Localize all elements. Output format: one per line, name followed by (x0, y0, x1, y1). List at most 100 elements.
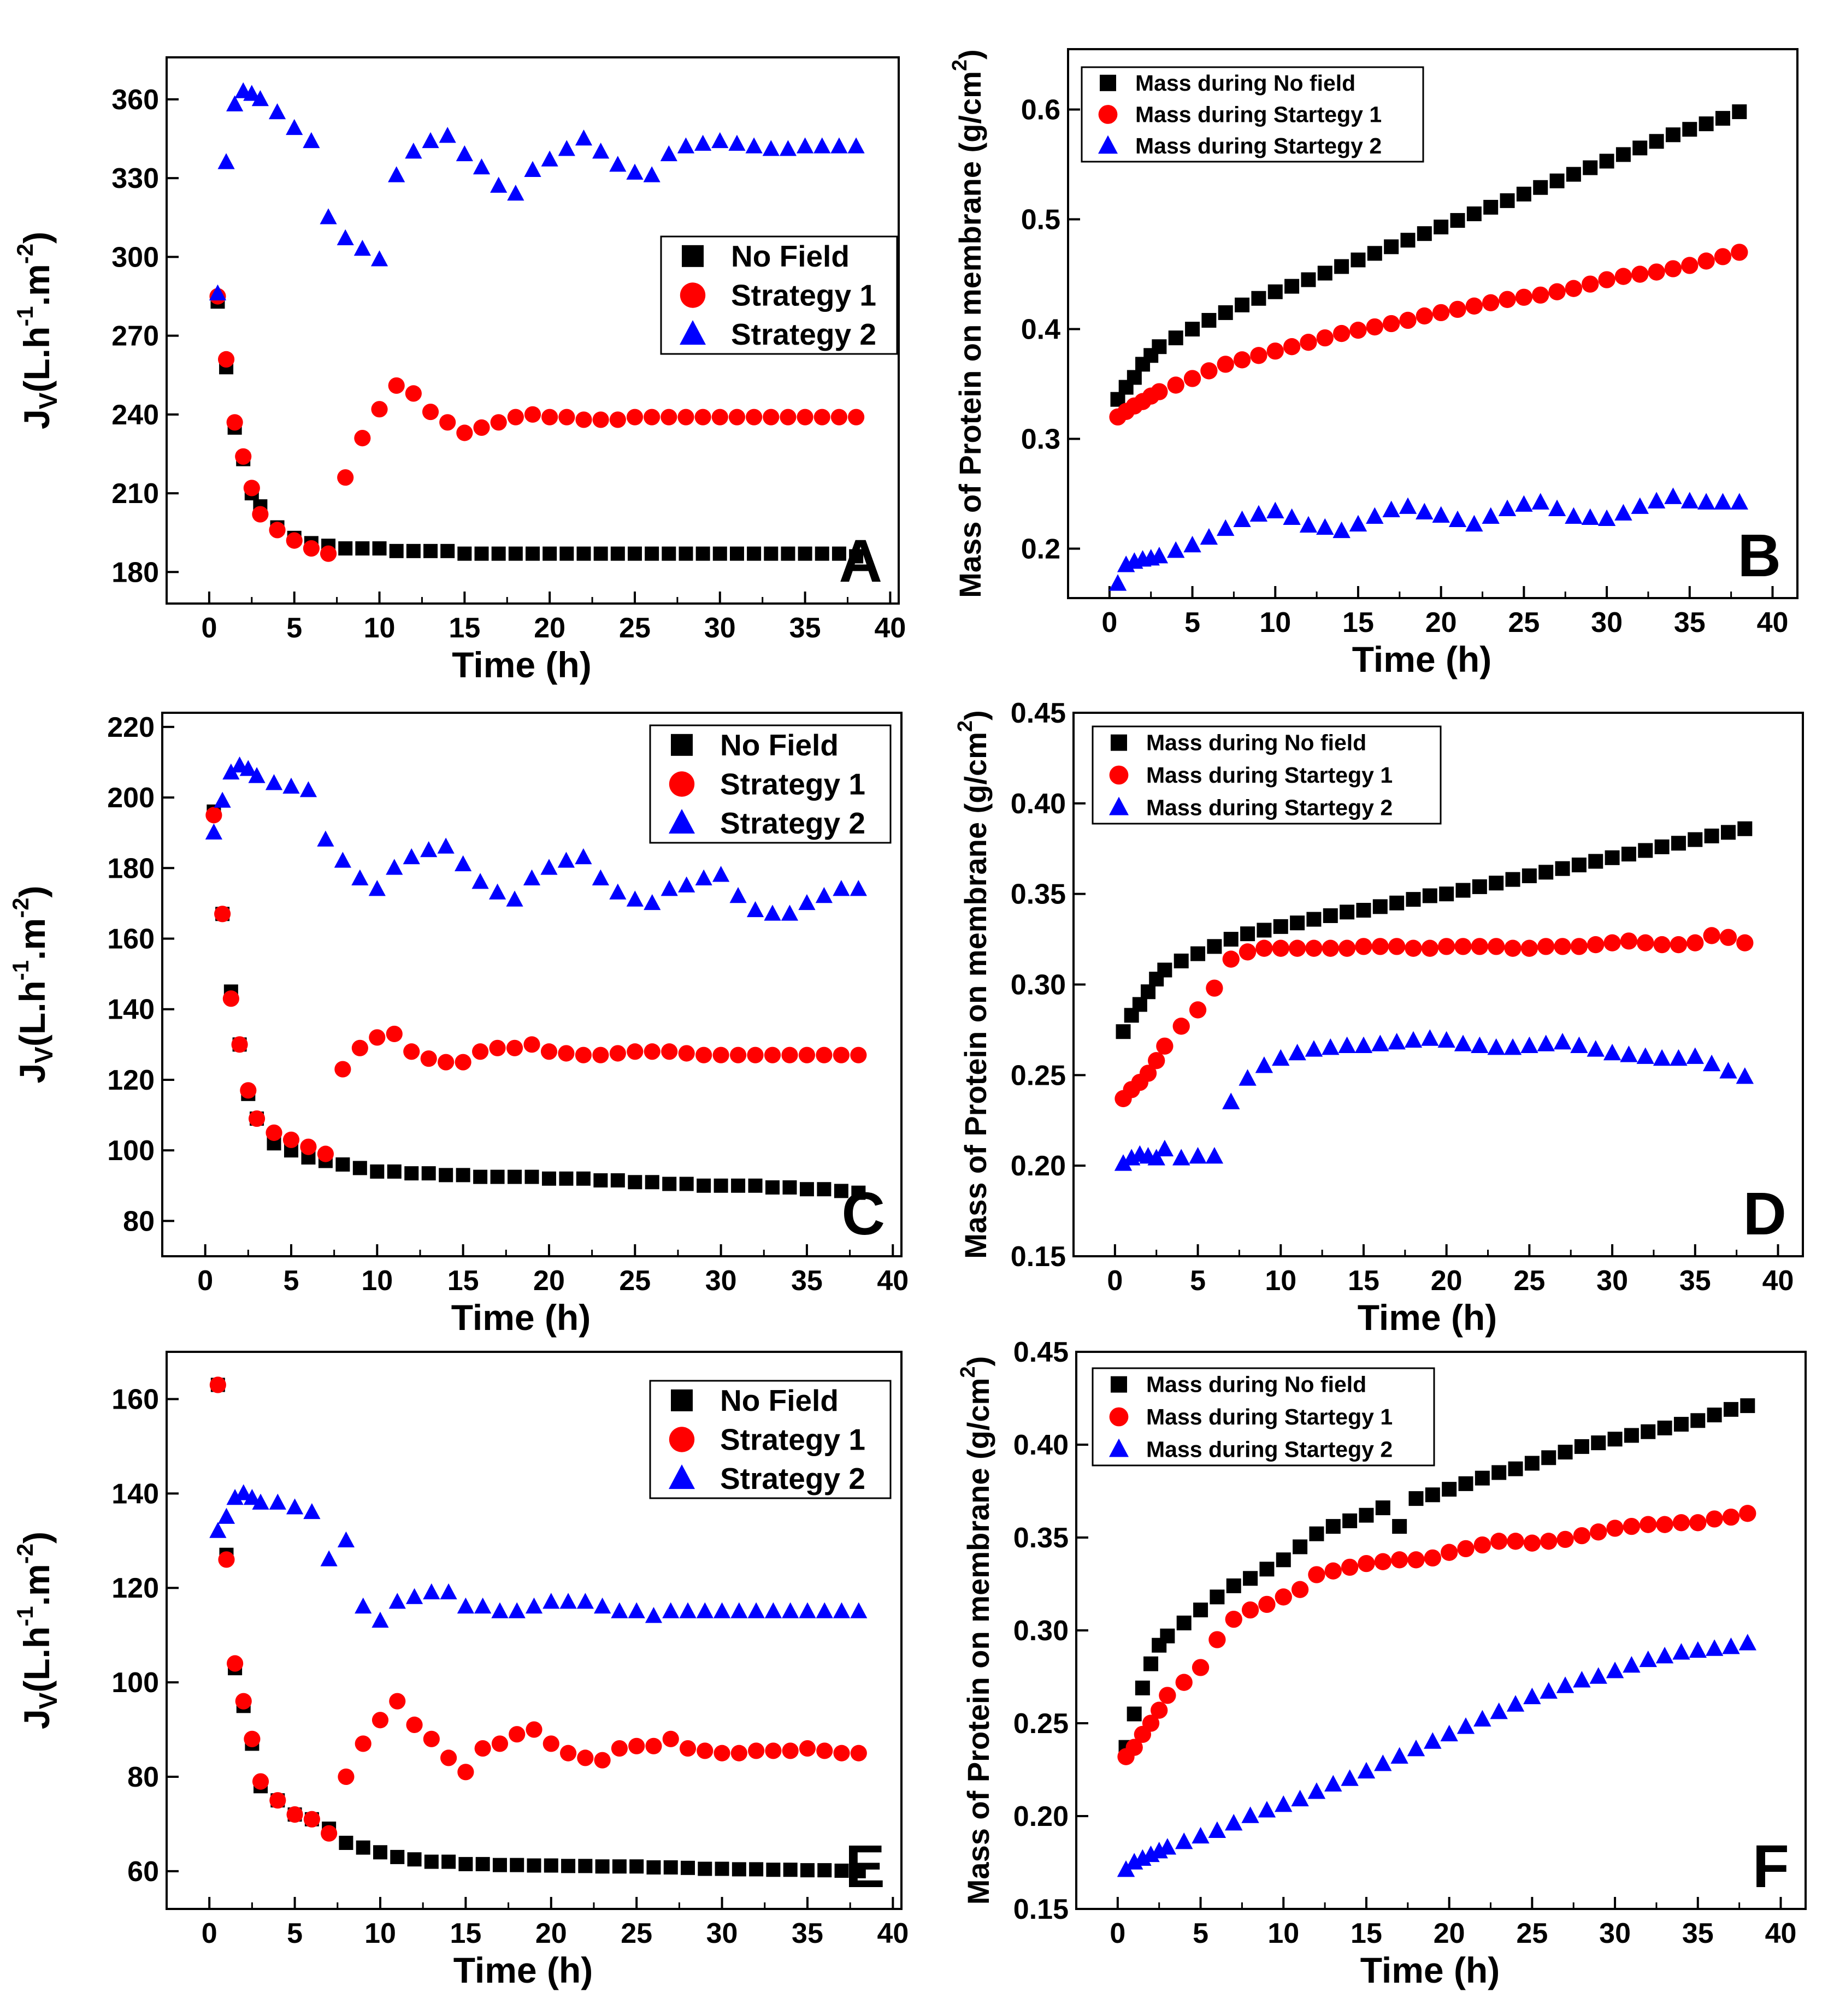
data-point (473, 419, 490, 436)
data-point (1189, 1001, 1207, 1019)
data-point (217, 351, 235, 368)
data-point (1324, 1562, 1342, 1580)
panel-label: A (839, 528, 882, 595)
legend-marker (1098, 105, 1118, 124)
data-point (813, 409, 830, 425)
ylabel-text: Mass of Protein on membrane (g/cm (953, 71, 987, 598)
x-tick-label: 5 (1184, 607, 1200, 639)
data-point (1290, 915, 1305, 931)
data-point (282, 1131, 300, 1148)
data-point (830, 137, 848, 153)
data-point (1624, 1428, 1639, 1443)
y-tick-label: 80 (127, 1761, 159, 1793)
ylabel-j: J (16, 1709, 57, 1729)
data-point (765, 1742, 782, 1759)
x-tick-label: 20 (534, 612, 565, 644)
data-point (1632, 140, 1648, 156)
data-point (660, 145, 677, 162)
data-point (610, 1173, 625, 1188)
data-point (1382, 315, 1400, 333)
data-point (268, 103, 286, 120)
ylabel-j: J (12, 1063, 52, 1084)
data-point (368, 880, 386, 896)
data-point (405, 1588, 423, 1604)
data-point (506, 890, 523, 907)
data-point (1218, 305, 1233, 320)
data-point (1416, 502, 1434, 519)
data-point (1707, 1408, 1722, 1423)
data-point (510, 1858, 524, 1872)
ylabel-j: J (16, 409, 57, 429)
data-point (1540, 1682, 1558, 1699)
data-point (1233, 510, 1251, 528)
x-tick-label: 5 (287, 1918, 303, 1949)
data-point (1390, 1551, 1408, 1569)
x-tick-label: 10 (364, 612, 396, 644)
ylabel-paren: (L.h (12, 980, 52, 1047)
data-point (209, 1376, 226, 1393)
data-point (644, 1043, 661, 1060)
data-point (711, 132, 729, 149)
data-point (730, 1602, 748, 1618)
data-point (593, 546, 608, 561)
data-point (592, 411, 609, 428)
data-point (1664, 260, 1682, 277)
data-point (1425, 1487, 1440, 1503)
data-point (1483, 199, 1499, 215)
data-point (1235, 297, 1250, 312)
data-point (595, 1859, 610, 1874)
data-point (732, 1862, 746, 1877)
data-point (252, 1773, 269, 1790)
data-point (661, 1043, 678, 1060)
x-tick-label: 25 (1513, 1265, 1545, 1297)
y-tick-label: 240 (111, 399, 159, 431)
data-point (730, 1047, 747, 1063)
legend-entry: Strategy 1 (720, 767, 865, 801)
data-point (1226, 1578, 1241, 1593)
data-point (1241, 1806, 1259, 1823)
panel-label: C (842, 1180, 885, 1248)
data-point (1421, 1029, 1439, 1046)
data-point (1506, 1695, 1525, 1712)
data-point (1382, 500, 1400, 517)
data-point (1374, 1553, 1391, 1570)
data-point (509, 1726, 526, 1743)
data-point (1201, 312, 1217, 328)
data-point (335, 1157, 350, 1172)
data-point (439, 1168, 453, 1183)
y-tick-label: 120 (111, 1572, 159, 1604)
x-tick-label: 30 (1596, 1265, 1628, 1297)
data-point (1399, 311, 1417, 329)
data-point (1680, 492, 1699, 509)
x-tick-label: 30 (1599, 1918, 1631, 1949)
data-point (492, 1858, 507, 1872)
data-point (1150, 547, 1169, 564)
data-point (1404, 1031, 1423, 1048)
data-point (1732, 104, 1747, 120)
data-point (507, 409, 524, 425)
data-point (1653, 936, 1671, 954)
y-tick-label: 0.20 (1011, 1150, 1066, 1182)
x-tick-label: 35 (1679, 1265, 1711, 1297)
data-point (1305, 1040, 1323, 1057)
data-point (594, 1752, 611, 1769)
y-tick-label: 0.25 (1011, 1060, 1066, 1091)
data-point (1571, 858, 1587, 873)
data-point (1300, 334, 1317, 351)
data-point (1143, 1656, 1159, 1671)
data-point (728, 409, 746, 425)
data-point (627, 1043, 644, 1060)
ylabel-close: ) (16, 232, 57, 244)
data-point (1351, 252, 1366, 268)
x-tick-label: 30 (705, 1265, 737, 1297)
legend-entry: Mass during Startegy 1 (1146, 762, 1393, 788)
data-point (1533, 180, 1548, 195)
data-point (1375, 1500, 1390, 1516)
data-point (1338, 939, 1356, 957)
data-point (1116, 1024, 1131, 1039)
data-point (286, 119, 303, 135)
legend-entry: Mass during Startegy 2 (1146, 1436, 1393, 1462)
data-point (222, 763, 240, 780)
data-point (1299, 516, 1318, 533)
data-point (422, 403, 439, 421)
